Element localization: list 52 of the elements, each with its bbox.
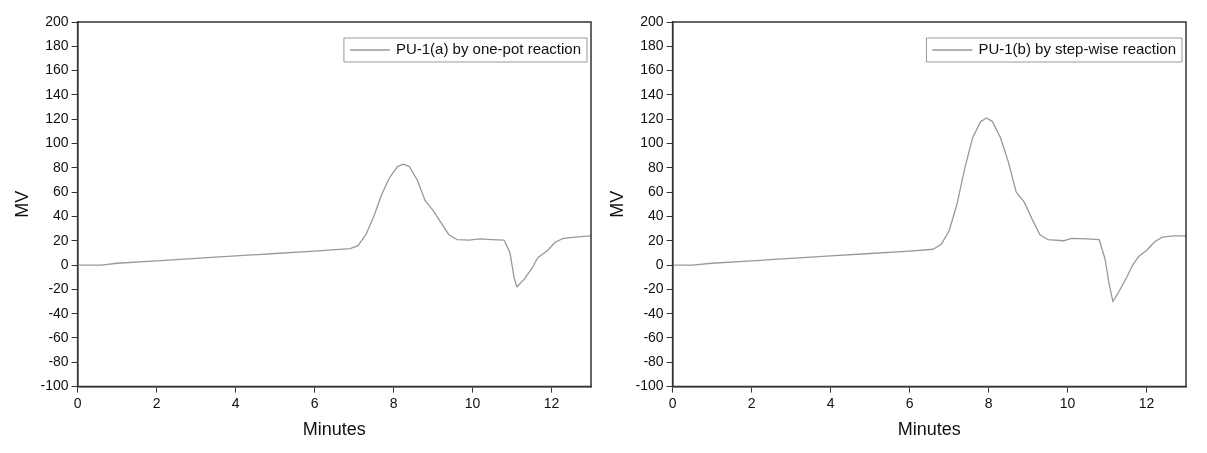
y-tick-label: -40 (48, 304, 69, 321)
y-tick-label: 60 (53, 183, 69, 200)
x-axis-title: Minutes (897, 419, 961, 440)
y-tick-label: 140 (45, 85, 69, 102)
y-tick-label: 160 (640, 61, 664, 78)
y-axis-title: MV (11, 190, 32, 218)
y-tick-label: 200 (45, 12, 69, 29)
x-axis-title: Minutes (302, 419, 366, 440)
y-tick-label: 20 (53, 231, 69, 248)
y-tick-label: 100 (45, 134, 69, 151)
y-tick-label: -100 (635, 377, 664, 394)
x-tick-label: 2 (152, 394, 161, 411)
y-tick-label: 140 (640, 85, 664, 102)
y-tick-label: -40 (643, 304, 664, 321)
y-tick-label: 120 (640, 110, 664, 127)
y-tick-label: 40 (648, 207, 664, 224)
x-tick-label: 8 (389, 394, 398, 411)
y-tick-label: 40 (53, 207, 69, 224)
y-tick-label: 180 (640, 37, 664, 54)
y-tick-label: 0 (60, 255, 69, 272)
y-tick-label: 100 (640, 134, 664, 151)
y-tick-label: -80 (48, 353, 69, 370)
y-tick-label: 20 (648, 231, 664, 248)
y-tick-label: -60 (643, 328, 664, 345)
y-tick-label: 80 (53, 158, 69, 175)
x-tick-label: 2 (747, 394, 756, 411)
y-tick-label: -80 (643, 353, 664, 370)
y-tick-label: 200 (640, 12, 664, 29)
x-tick-label: 0 (668, 394, 677, 411)
y-tick-label: -60 (48, 328, 69, 345)
x-tick-label: 10 (1059, 394, 1076, 411)
x-tick-label: 12 (543, 394, 560, 411)
y-tick-label: 80 (648, 158, 664, 175)
x-tick-label: 12 (1138, 394, 1155, 411)
x-tick-label: 0 (73, 394, 82, 411)
legend-label: PU-1(b) by step-wise reaction (978, 40, 1177, 58)
x-tick-label: 4 (826, 394, 835, 411)
x-tick-label: 8 (984, 394, 993, 411)
x-tick-label: 10 (464, 394, 481, 411)
y-tick-label: 120 (45, 110, 69, 127)
y-tick-label: 60 (648, 183, 664, 200)
x-tick-label: 6 (310, 394, 319, 411)
y-tick-label: 0 (655, 255, 664, 272)
x-tick-label: 4 (231, 394, 240, 411)
y-tick-label: -100 (40, 377, 69, 394)
y-tick-label: 160 (45, 61, 69, 78)
y-axis-title: MV (606, 190, 627, 218)
y-tick-label: 180 (45, 37, 69, 54)
legend-label: PU-1(a) by one-pot reaction (395, 40, 581, 58)
y-tick-label: -20 (48, 280, 69, 297)
x-tick-label: 6 (905, 394, 914, 411)
y-tick-label: -20 (643, 280, 664, 297)
